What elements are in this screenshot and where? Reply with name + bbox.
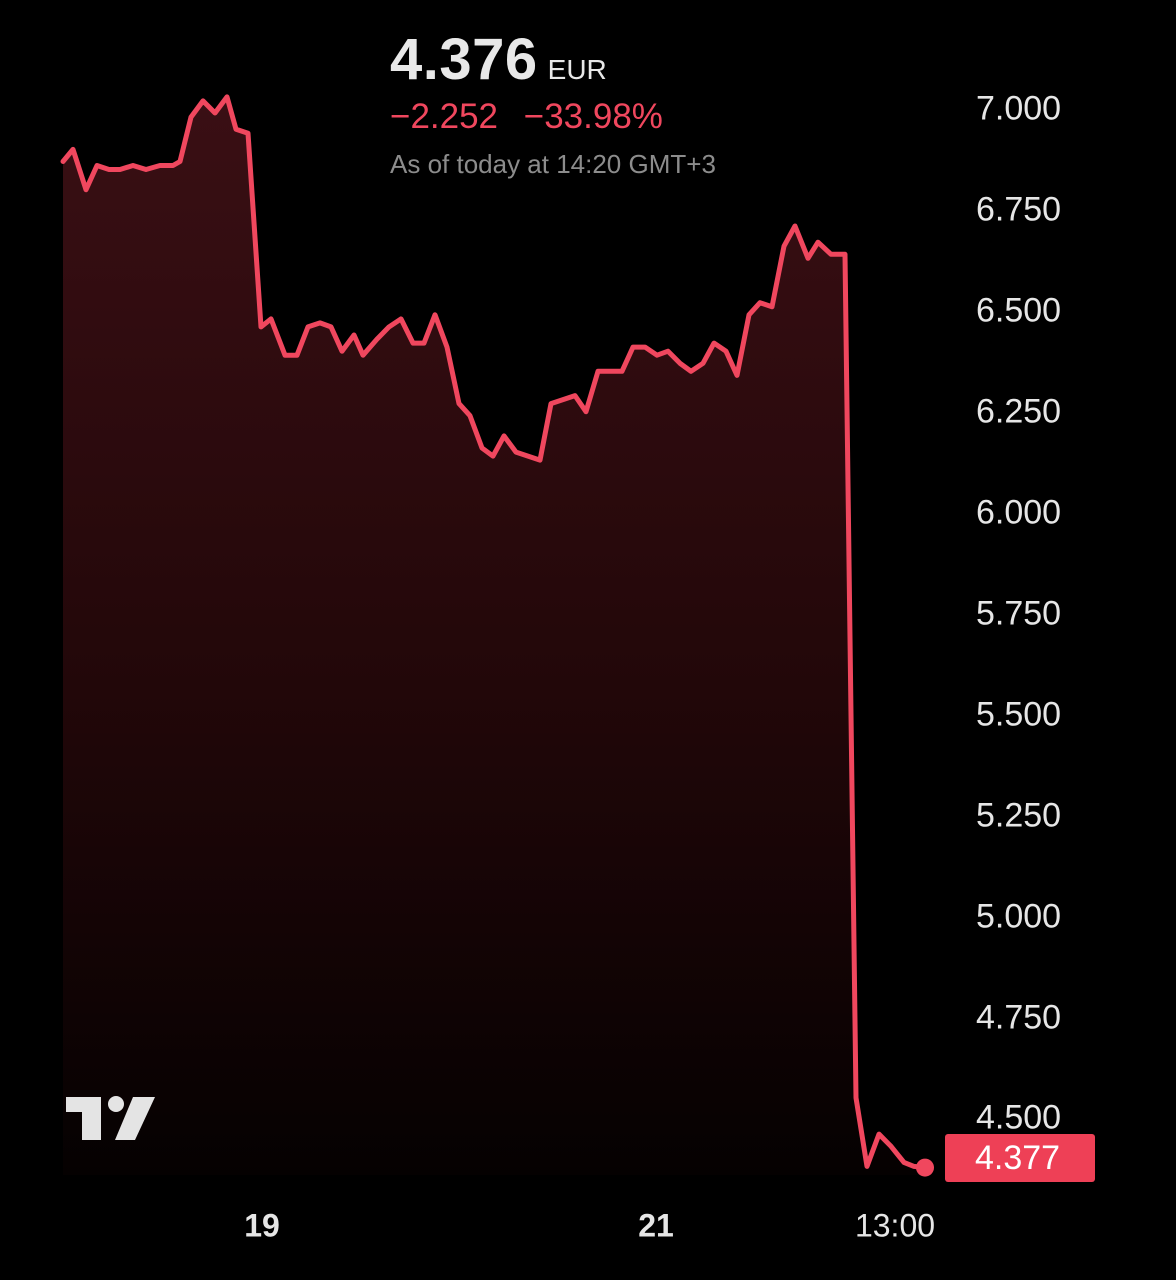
- price-change: −2.252 −33.98%: [390, 97, 716, 137]
- y-tick-label: 4.750: [976, 998, 1062, 1037]
- y-tick-label: 6.000: [976, 493, 1062, 532]
- last-price-tag: 4.377: [945, 1134, 1095, 1182]
- change-percent: −33.98%: [523, 97, 663, 136]
- y-tick-label: 5.500: [976, 695, 1062, 734]
- x-tick-label: 21: [638, 1207, 674, 1244]
- y-tick-label: 5.000: [976, 897, 1062, 936]
- y-tick-label: 7.000: [976, 89, 1062, 128]
- y-tick-label: 4.500: [976, 1098, 1062, 1137]
- x-tick-label: 13:00: [854, 1207, 936, 1244]
- y-tick-label: 6.500: [976, 291, 1062, 330]
- price-header: 4.376 EUR −2.252 −33.98% As of today at …: [390, 26, 716, 180]
- y-tick-label: 5.250: [976, 796, 1062, 835]
- as-of-timestamp: As of today at 14:20 GMT+3: [390, 149, 716, 179]
- change-absolute: −2.252: [390, 97, 499, 136]
- y-tick-label: 5.750: [976, 594, 1062, 633]
- price-line: [60, 94, 928, 1171]
- price-area-fill: [63, 96, 925, 1175]
- x-tick-label: 19: [244, 1207, 280, 1244]
- y-tick-label: 6.750: [976, 190, 1062, 229]
- currency-label: EUR: [547, 54, 607, 85]
- y-tick-label: 6.250: [976, 392, 1062, 431]
- tradingview-logo-icon[interactable]: [66, 1096, 156, 1142]
- current-price: 4.376: [390, 27, 538, 92]
- last-price-dot: [916, 1158, 934, 1177]
